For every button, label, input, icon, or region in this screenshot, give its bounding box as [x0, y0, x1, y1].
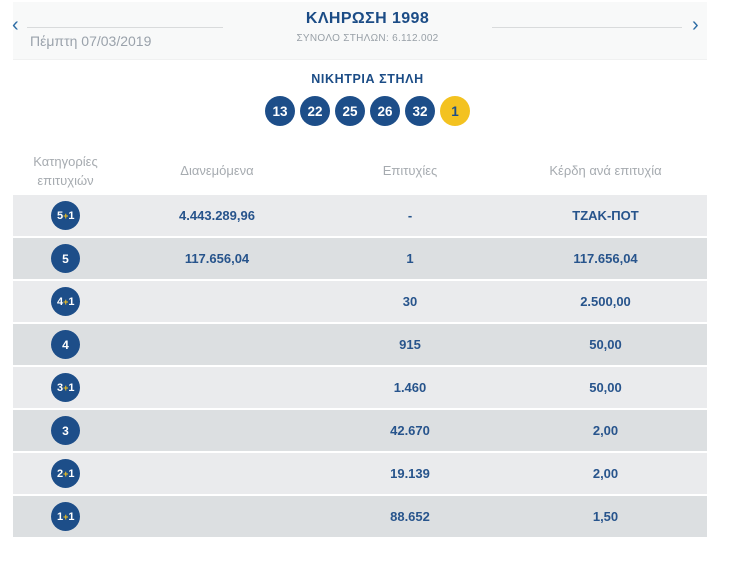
winners-cell: 1	[406, 251, 414, 266]
winning-number-ball: 32	[405, 96, 435, 126]
category-number: 1	[68, 467, 74, 480]
winning-number-ball: 26	[370, 96, 400, 126]
category-badge: 1 +1	[51, 502, 80, 531]
previous-draw-button[interactable]: ‹	[8, 15, 23, 35]
winning-number-ball: 13	[265, 96, 295, 126]
draw-navigation-bar	[13, 2, 707, 60]
category-cell: 5 +1	[13, 201, 118, 230]
results-table-body: 5 +1 4.443.289,96- ΤΖΑΚ-ΠΟΤ 5 117.656,04 1 117.…	[13, 195, 707, 537]
category-cell: 3 +1	[13, 373, 118, 402]
winning-number-ball: 25	[335, 96, 365, 126]
total-columns-label: ΣΥΝΟΛΟ ΣΤΗΛΩΝ: 6.112.002	[296, 33, 439, 44]
prize-cell: 1,50	[592, 509, 619, 524]
prize-cell: ΤΖΑΚ-ΠΟΤ	[572, 208, 639, 223]
prize-cell: 50,00	[589, 337, 622, 352]
winning-numbers-row: 13 22 25 26 32 1	[0, 96, 735, 126]
results-table: Κατηγορίες επιτυχιών Διανεμόμενα Επιτυχίες…	[13, 148, 707, 539]
winners-cell: -	[407, 208, 413, 223]
category-badge: 3 +1	[51, 373, 80, 402]
prize-cell: 2.500,00	[580, 294, 631, 309]
plus-sign: +	[63, 210, 68, 221]
category-cell: 1 +1	[13, 502, 118, 531]
distributed-cell: 4.443.289,96	[179, 208, 255, 223]
winners-cell: 30	[402, 294, 418, 309]
results-table-header: Κατηγορίες επιτυχιών Διανεμόμενα Επιτυχίες…	[13, 148, 707, 195]
category-badge: 5 +1	[51, 201, 80, 230]
winners-cell: 42.670	[390, 423, 430, 438]
draw-title: ΚΛΗΡΩΣΗ 1998	[305, 10, 430, 27]
table-row: 3 42.670 2,00	[13, 410, 707, 451]
column-header: Κέρδη ανά επιτυχία	[549, 163, 662, 179]
prize-cell: 50,00	[589, 380, 622, 395]
draw-header: ΚΛΗΡΩΣΗ 1998 ΣΥΝΟΛΟ ΣΤΗΛΩΝ: 6.112.002	[0, 10, 735, 44]
table-row: 5 117.656,04 1 117.656,04	[13, 238, 707, 279]
plus-sign: +	[63, 296, 68, 307]
timeline-line-left	[27, 27, 223, 28]
prize-cell: 117.656,04	[573, 251, 638, 266]
category-number: 1	[68, 209, 74, 222]
winning-column-label: ΝΙΚΗΤΡΙΑ ΣΤΗΛΗ	[311, 72, 424, 86]
category-number: 4	[56, 295, 63, 308]
winners-cell: 1.460	[393, 380, 427, 395]
category-number: 4	[62, 337, 69, 352]
category-cell: 5	[13, 244, 118, 273]
category-badge: 2 +1	[51, 459, 80, 488]
next-draw-button[interactable]: ›	[688, 15, 703, 35]
category-number: 1	[56, 510, 63, 523]
plus-sign: +	[63, 511, 68, 522]
table-row: 4 +1 30 2.500,00	[13, 281, 707, 322]
winners-cell: 88.652	[390, 509, 430, 524]
table-row: 1 +1 88.652 1,50	[13, 496, 707, 537]
category-badge: 4	[51, 330, 80, 359]
column-header: Διανεμόμενα	[180, 163, 254, 179]
category-cell: 4	[13, 330, 118, 359]
joker-number-ball: 1	[440, 96, 470, 126]
distributed-cell: 117.656,04	[184, 251, 250, 266]
category-cell: 4 +1	[13, 287, 118, 316]
category-number: 1	[68, 510, 74, 523]
winners-cell: 19.139	[390, 466, 430, 481]
category-number: 1	[68, 295, 74, 308]
table-row: 4 915 50,00	[13, 324, 707, 365]
category-number: 2	[56, 467, 63, 480]
table-row: 5 +1 4.443.289,96 - ΤΖΑΚ-ΠΟΤ	[13, 195, 707, 236]
winners-cell: 915	[399, 337, 421, 352]
category-badge: 5	[51, 244, 80, 273]
category-number: 5	[62, 251, 69, 266]
draw-date-label: Πέμπτη 07/03/2019	[30, 33, 152, 49]
winning-number-ball: 22	[300, 96, 330, 126]
prize-cell: 2,00	[592, 423, 619, 438]
category-cell: 3	[13, 416, 118, 445]
prize-cell: 2,00	[592, 466, 619, 481]
timeline-line-right	[492, 27, 682, 28]
plus-sign: +	[63, 382, 68, 393]
table-row: 2 +1 19.139 2,00	[13, 453, 707, 494]
category-number: 3	[62, 423, 69, 438]
category-badge: 3	[51, 416, 80, 445]
plus-sign: +	[63, 468, 68, 479]
category-badge: 4 +1	[51, 287, 80, 316]
category-cell: 2 +1	[13, 459, 118, 488]
column-header: Κατηγορίες επιτυχιών	[33, 153, 98, 188]
category-number: 3	[56, 381, 63, 394]
category-number: 5	[56, 209, 63, 222]
table-row: 3 +1 1.460 50,00	[13, 367, 707, 408]
column-header: Επιτυχίες	[382, 163, 438, 179]
category-number: 1	[68, 381, 74, 394]
